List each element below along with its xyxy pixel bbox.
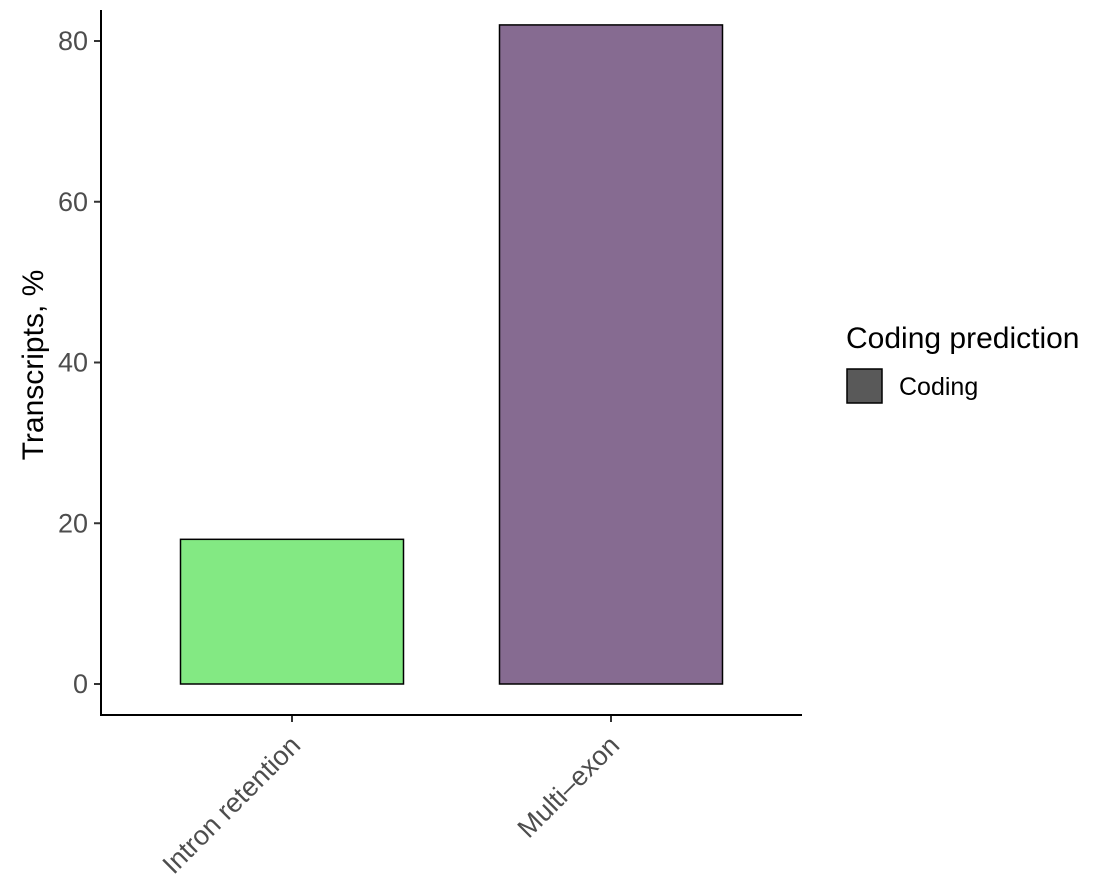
- y-tick-label: 80: [58, 26, 88, 56]
- bars: [179, 24, 724, 685]
- legend-title: Coding prediction: [846, 322, 1079, 355]
- y-tick-label: 60: [58, 187, 88, 217]
- legend: Coding prediction Coding: [846, 322, 1079, 404]
- bar-intron-retention: [179, 538, 405, 685]
- legend-key-coding: [846, 368, 883, 404]
- bar-multi-exon: [498, 24, 724, 685]
- x-tick-label: Intron retention: [157, 730, 307, 880]
- y-tick-label: 40: [58, 348, 88, 378]
- y-tick-label: 20: [58, 508, 88, 538]
- x-tick-label: Multi–exon: [512, 730, 626, 844]
- y-axis-ticks: 0 20 40 60 80: [58, 26, 101, 699]
- y-axis-title: Transcripts, %: [17, 270, 50, 461]
- legend-label-coding: Coding: [899, 373, 978, 401]
- x-axis-ticks: Intron retention Multi–exon: [157, 715, 626, 880]
- y-tick-label: 0: [73, 669, 88, 699]
